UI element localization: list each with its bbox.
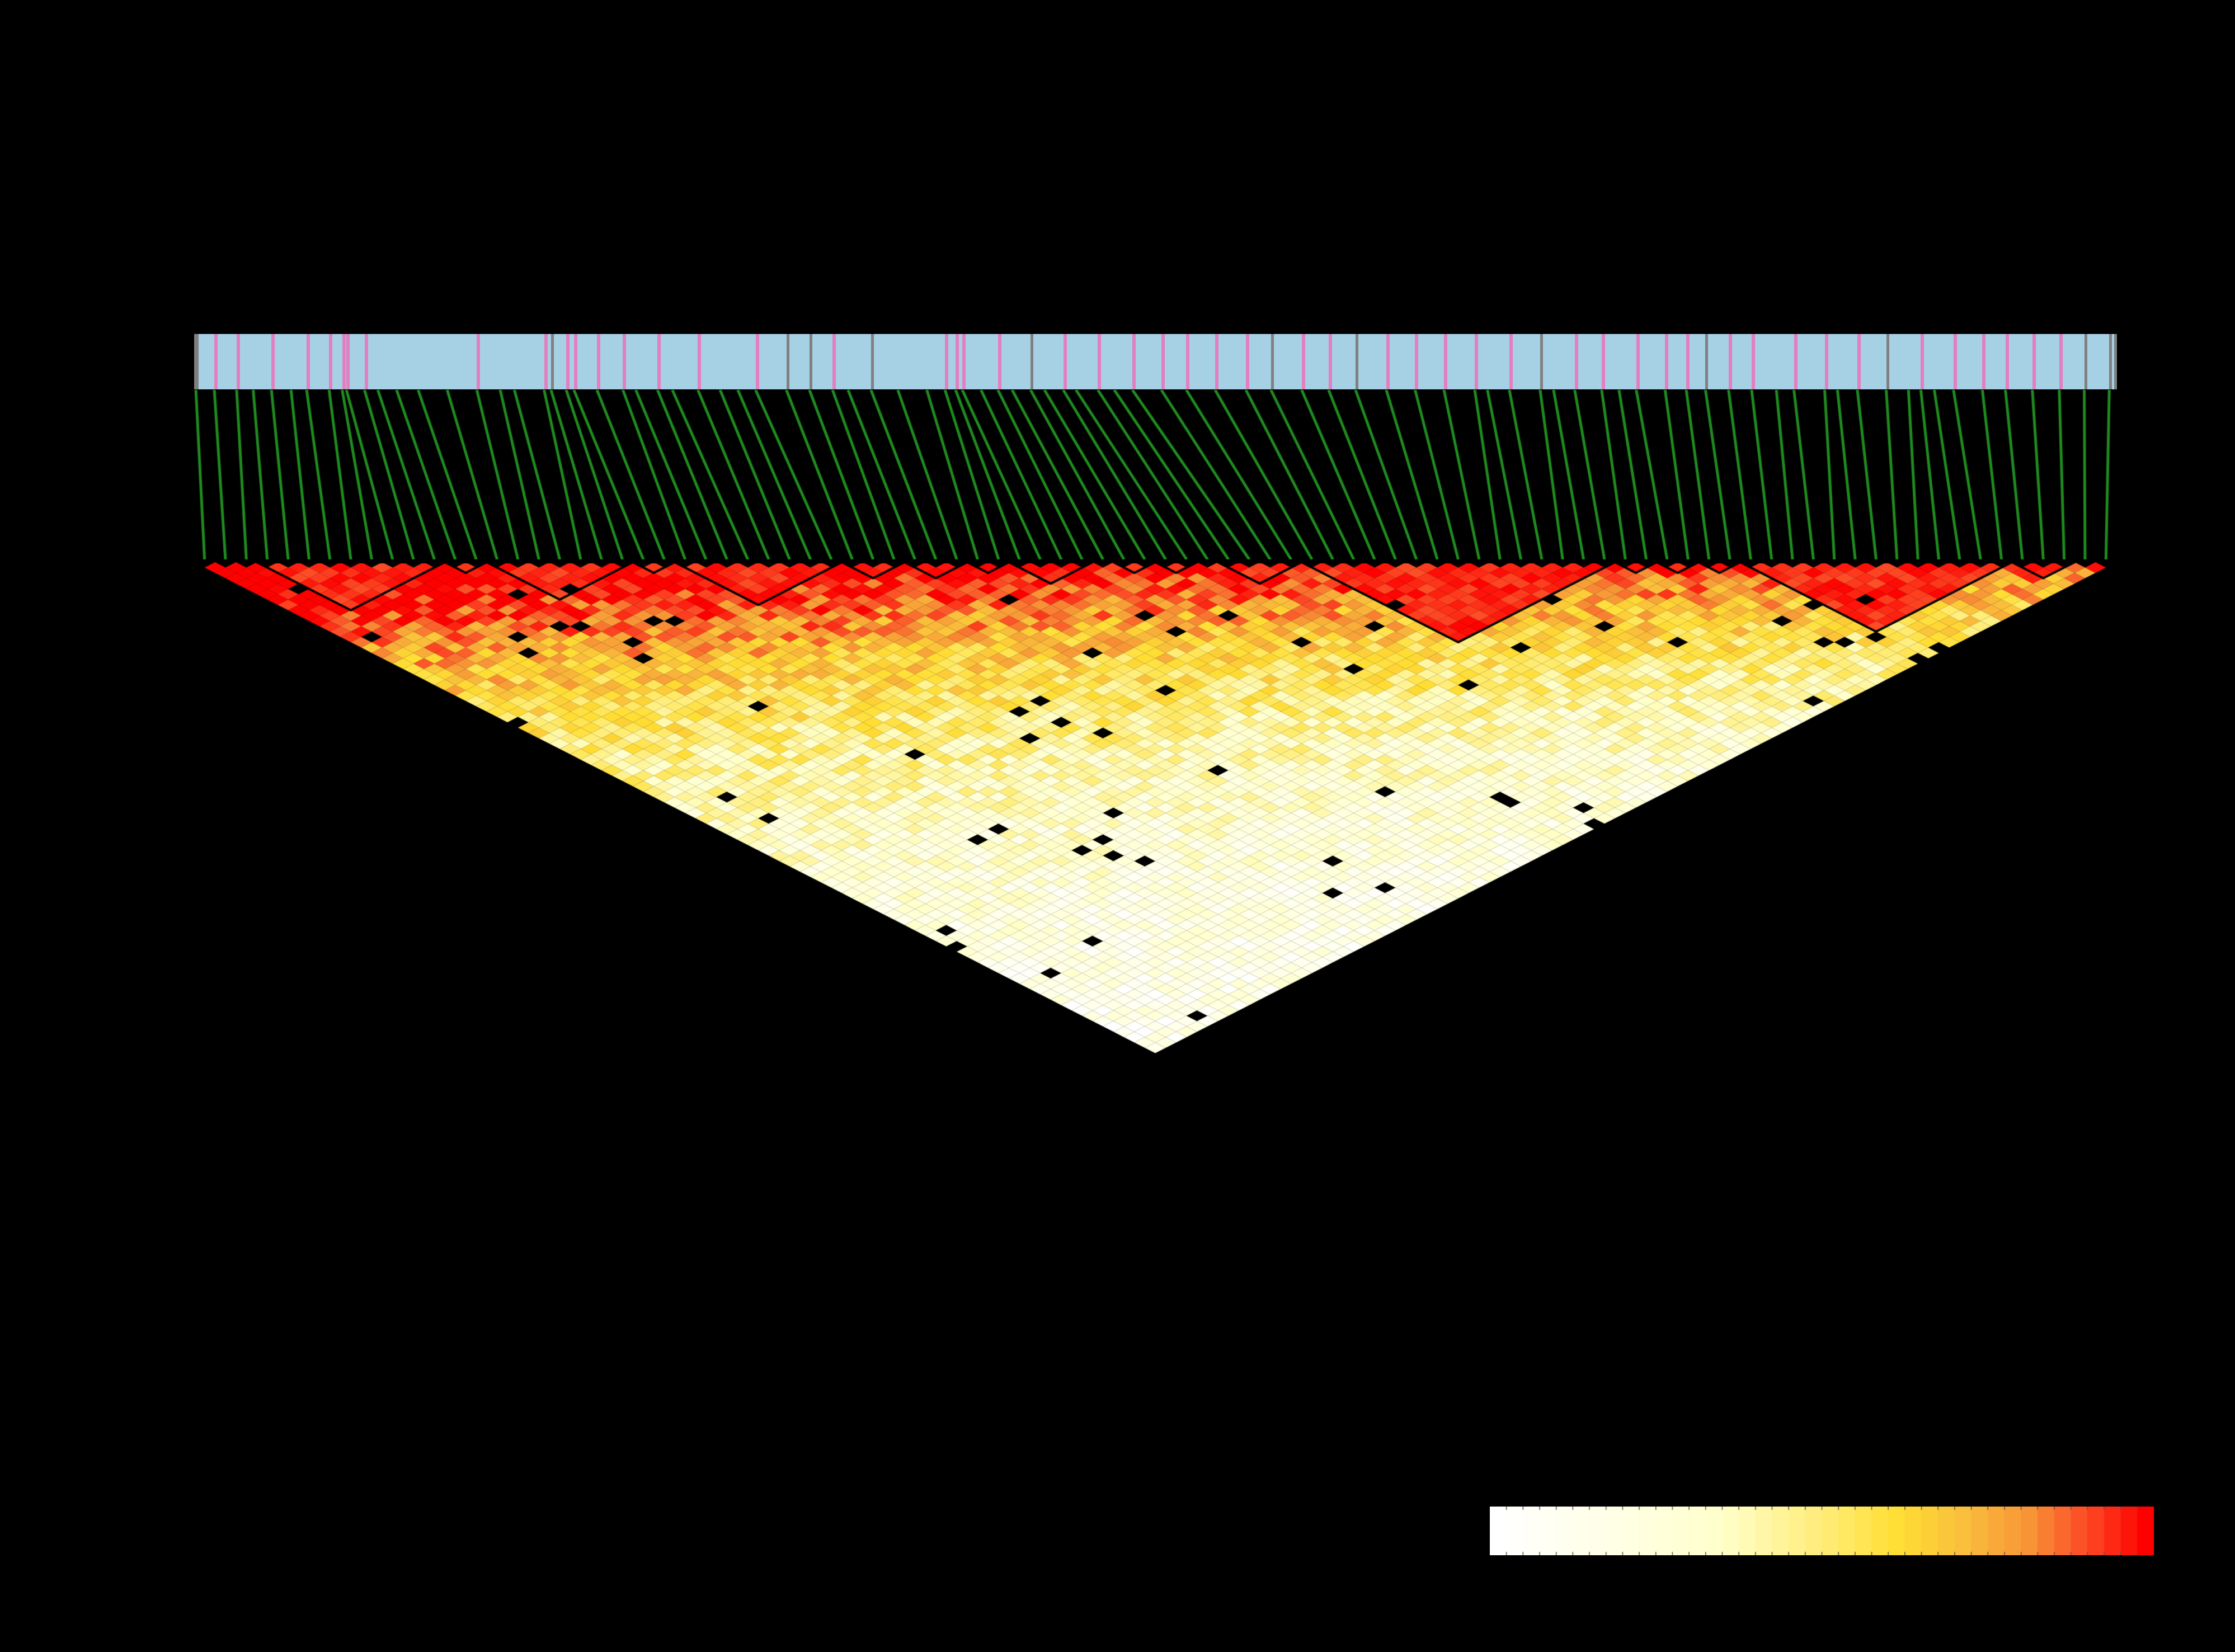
snp-tick-32 bbox=[1186, 334, 1189, 389]
snp-tick-8 bbox=[365, 334, 368, 389]
snp-tick-41 bbox=[1444, 334, 1447, 389]
snp-tick-15 bbox=[623, 334, 626, 389]
snp-tick-54 bbox=[1825, 334, 1828, 389]
snp-tick-64 bbox=[2109, 334, 2112, 389]
snp-tick-20 bbox=[810, 334, 812, 389]
snp-tick-13 bbox=[574, 334, 577, 389]
snp-tick-17 bbox=[698, 334, 701, 389]
snp-tick-14 bbox=[597, 334, 600, 389]
snp-tick-36 bbox=[1302, 334, 1305, 389]
snp-tick-7 bbox=[346, 334, 350, 389]
snp-tick-51 bbox=[1729, 334, 1732, 389]
color-scale-gradient bbox=[1490, 1507, 2154, 1555]
snp-tick-28 bbox=[1064, 334, 1067, 389]
snp-tick-46 bbox=[1602, 334, 1605, 389]
snp-connector-lines bbox=[0, 390, 2235, 559]
snp-bar-edge-left bbox=[194, 334, 197, 389]
snp-tick-10 bbox=[544, 334, 548, 389]
snp-tick-57 bbox=[1921, 334, 1924, 389]
snp-tick-16 bbox=[657, 334, 661, 389]
snp-tick-63 bbox=[2085, 334, 2087, 389]
snp-tick-55 bbox=[1857, 334, 1861, 389]
snp-tick-48 bbox=[1665, 334, 1668, 389]
snp-tick-25 bbox=[962, 334, 966, 389]
snp-tick-58 bbox=[1954, 334, 1957, 389]
snp-position-bar bbox=[194, 334, 2117, 389]
snp-tick-60 bbox=[2006, 334, 2009, 389]
snp-tick-0 bbox=[196, 334, 199, 389]
snp-tick-22 bbox=[871, 334, 874, 389]
snp-tick-52 bbox=[1752, 334, 1755, 389]
snp-tick-30 bbox=[1132, 334, 1136, 389]
snp-tick-37 bbox=[1329, 334, 1332, 389]
snp-tick-6 bbox=[342, 334, 346, 389]
haplotype-block-outlines bbox=[0, 562, 2235, 1546]
snp-tick-45 bbox=[1575, 334, 1578, 389]
snp-tick-27 bbox=[1031, 334, 1033, 389]
snp-tick-23 bbox=[945, 334, 948, 389]
snp-tick-50 bbox=[1705, 334, 1708, 389]
snp-tick-4 bbox=[307, 334, 310, 389]
snp-tick-38 bbox=[1356, 334, 1358, 389]
snp-tick-18 bbox=[756, 334, 759, 389]
color-scale-legend bbox=[1490, 1507, 2154, 1555]
snp-tick-26 bbox=[998, 334, 1001, 389]
snp-tick-42 bbox=[1475, 334, 1478, 389]
snp-tick-11 bbox=[551, 334, 554, 389]
snp-tick-40 bbox=[1415, 334, 1418, 389]
snp-tick-29 bbox=[1098, 334, 1101, 389]
snp-tick-3 bbox=[271, 334, 275, 389]
snp-tick-2 bbox=[237, 334, 240, 389]
snp-tick-31 bbox=[1161, 334, 1165, 389]
snp-tick-39 bbox=[1386, 334, 1390, 389]
snp-tick-59 bbox=[1982, 334, 1985, 389]
snp-tick-35 bbox=[1271, 334, 1274, 389]
snp-tick-49 bbox=[1686, 334, 1690, 389]
snp-tick-21 bbox=[832, 334, 836, 389]
snp-tick-43 bbox=[1509, 334, 1513, 389]
snp-tick-5 bbox=[329, 334, 332, 389]
snp-tick-62 bbox=[2059, 334, 2063, 389]
snp-tick-61 bbox=[2032, 334, 2036, 389]
snp-bar-edge-right bbox=[2114, 334, 2117, 389]
snp-tick-1 bbox=[214, 334, 218, 389]
snp-tick-34 bbox=[1246, 334, 1249, 389]
snp-tick-44 bbox=[1540, 334, 1543, 389]
snp-tick-24 bbox=[956, 334, 959, 389]
snp-tick-12 bbox=[566, 334, 570, 389]
snp-tick-33 bbox=[1215, 334, 1218, 389]
snp-tick-19 bbox=[787, 334, 789, 389]
snp-tick-9 bbox=[477, 334, 480, 389]
snp-tick-47 bbox=[1636, 334, 1640, 389]
snp-tick-53 bbox=[1794, 334, 1798, 389]
snp-tick-56 bbox=[1886, 334, 1889, 389]
